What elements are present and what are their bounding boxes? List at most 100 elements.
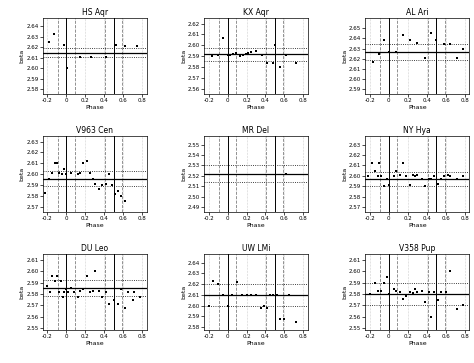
- Point: [430, 173, 438, 179]
- Point: [214, 52, 222, 58]
- Point: [285, 292, 293, 298]
- Y-axis label: beta: beta: [342, 49, 347, 64]
- Point: [74, 294, 82, 300]
- Point: [411, 286, 419, 292]
- Point: [96, 187, 103, 192]
- Point: [219, 292, 227, 298]
- Point: [219, 35, 227, 41]
- Point: [87, 54, 95, 60]
- Point: [377, 173, 385, 179]
- Point: [447, 173, 454, 179]
- Point: [413, 172, 421, 178]
- Point: [399, 295, 407, 301]
- Point: [89, 287, 97, 293]
- Point: [46, 39, 53, 45]
- Title: AL Ari: AL Ari: [406, 8, 428, 17]
- Point: [91, 268, 99, 274]
- Point: [380, 38, 388, 44]
- Point: [77, 170, 84, 176]
- Y-axis label: beta: beta: [20, 167, 25, 182]
- Point: [260, 303, 267, 309]
- Point: [396, 289, 404, 295]
- Point: [385, 182, 392, 188]
- Point: [76, 54, 83, 60]
- Point: [385, 291, 392, 297]
- Point: [292, 319, 300, 325]
- Point: [86, 289, 94, 295]
- Point: [102, 181, 110, 187]
- Point: [283, 52, 290, 58]
- Point: [276, 64, 283, 70]
- X-axis label: Phase: Phase: [246, 105, 265, 110]
- Point: [258, 52, 265, 58]
- Y-axis label: beta: beta: [342, 285, 347, 299]
- Point: [233, 279, 241, 285]
- Point: [229, 51, 237, 57]
- Point: [77, 287, 84, 293]
- Point: [406, 289, 413, 295]
- X-axis label: Phase: Phase: [408, 341, 427, 346]
- Point: [392, 287, 400, 293]
- Title: UW LMi: UW LMi: [242, 244, 270, 253]
- Point: [428, 314, 435, 319]
- Point: [428, 176, 435, 182]
- Point: [418, 287, 426, 293]
- Point: [434, 297, 442, 302]
- Point: [228, 292, 236, 298]
- Point: [61, 166, 68, 172]
- Point: [366, 291, 374, 297]
- Point: [392, 49, 400, 54]
- Point: [108, 182, 116, 188]
- Point: [232, 50, 240, 56]
- Point: [375, 51, 383, 57]
- Point: [377, 287, 385, 293]
- Point: [421, 299, 428, 305]
- Title: DU Leo: DU Leo: [81, 244, 108, 253]
- Point: [369, 59, 376, 65]
- Point: [371, 168, 378, 174]
- Y-axis label: beta: beta: [20, 285, 25, 299]
- X-axis label: Phase: Phase: [408, 105, 427, 110]
- Title: V963 Cen: V963 Cen: [76, 126, 113, 135]
- Point: [115, 301, 122, 307]
- Point: [59, 294, 66, 300]
- Point: [413, 289, 421, 295]
- Point: [375, 160, 383, 166]
- Point: [380, 280, 388, 286]
- Point: [48, 170, 56, 176]
- X-axis label: Phase: Phase: [408, 223, 427, 228]
- Point: [271, 42, 279, 48]
- Point: [214, 281, 222, 287]
- Point: [83, 158, 91, 164]
- Point: [383, 274, 391, 280]
- Point: [64, 289, 72, 295]
- Point: [57, 278, 64, 284]
- Point: [409, 172, 416, 178]
- Point: [113, 42, 120, 48]
- Point: [425, 289, 432, 295]
- Point: [74, 171, 82, 177]
- Point: [121, 44, 129, 49]
- Point: [247, 292, 255, 298]
- Point: [437, 289, 445, 295]
- Point: [409, 290, 416, 296]
- Point: [102, 54, 110, 60]
- Point: [428, 30, 435, 36]
- Point: [227, 52, 234, 58]
- Point: [440, 173, 447, 179]
- Point: [453, 176, 461, 182]
- Y-axis label: beta: beta: [181, 49, 186, 64]
- Point: [447, 268, 454, 274]
- Point: [96, 287, 103, 293]
- Point: [374, 173, 381, 179]
- Point: [421, 183, 428, 189]
- Point: [238, 292, 246, 298]
- Point: [105, 301, 113, 307]
- Point: [399, 33, 407, 38]
- Point: [247, 49, 255, 55]
- Point: [243, 292, 250, 298]
- Point: [453, 55, 461, 61]
- Point: [269, 60, 277, 66]
- Point: [118, 193, 125, 199]
- Point: [242, 51, 249, 57]
